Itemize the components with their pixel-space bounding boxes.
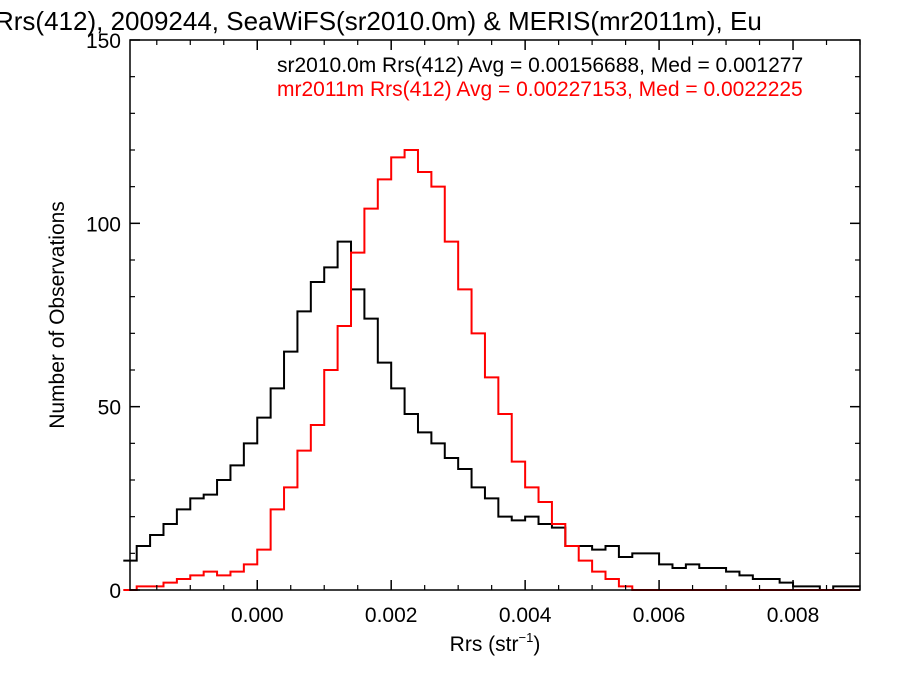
chart-title: Rrs(412), 2009244, SeaWiFS(sr2010.0m) & … xyxy=(0,6,762,36)
x-axis-label: Rrs (str−1) xyxy=(450,630,541,656)
y-tick-label-3: 150 xyxy=(86,30,121,53)
series-line-1 xyxy=(123,240,860,591)
legend: sr2010.0m Rrs(412) Avg = 0.00156688, Med… xyxy=(277,54,803,101)
plot-frame xyxy=(129,39,861,591)
x-tick-label-3: 0.006 xyxy=(633,604,686,627)
legend-entry-2: mr2011m Rrs(412) Avg = 0.00227153, Med =… xyxy=(277,78,803,101)
legend-entry-1: sr2010.0m Rrs(412) Avg = 0.00156688, Med… xyxy=(277,54,803,77)
y-tick-label-2: 100 xyxy=(86,213,121,236)
series-line-2 xyxy=(123,149,860,591)
x-tick-label-0: 0.000 xyxy=(231,604,284,627)
x-axis-label-superscript: −1 xyxy=(519,630,534,645)
x-tick-label-2: 0.004 xyxy=(499,604,552,627)
y-tick-label-1: 50 xyxy=(98,397,121,420)
series-layer xyxy=(123,149,860,591)
y-tick-label-0: 0 xyxy=(109,580,121,603)
y-axis-label: Number of Observations xyxy=(46,201,69,429)
ticks-layer: 0.000 0.002 0.004 0.006 0.008 0 50 100 150 xyxy=(86,30,861,627)
x-tick-label-4: 0.008 xyxy=(767,604,820,627)
x-tick-label-1: 0.002 xyxy=(365,604,418,627)
